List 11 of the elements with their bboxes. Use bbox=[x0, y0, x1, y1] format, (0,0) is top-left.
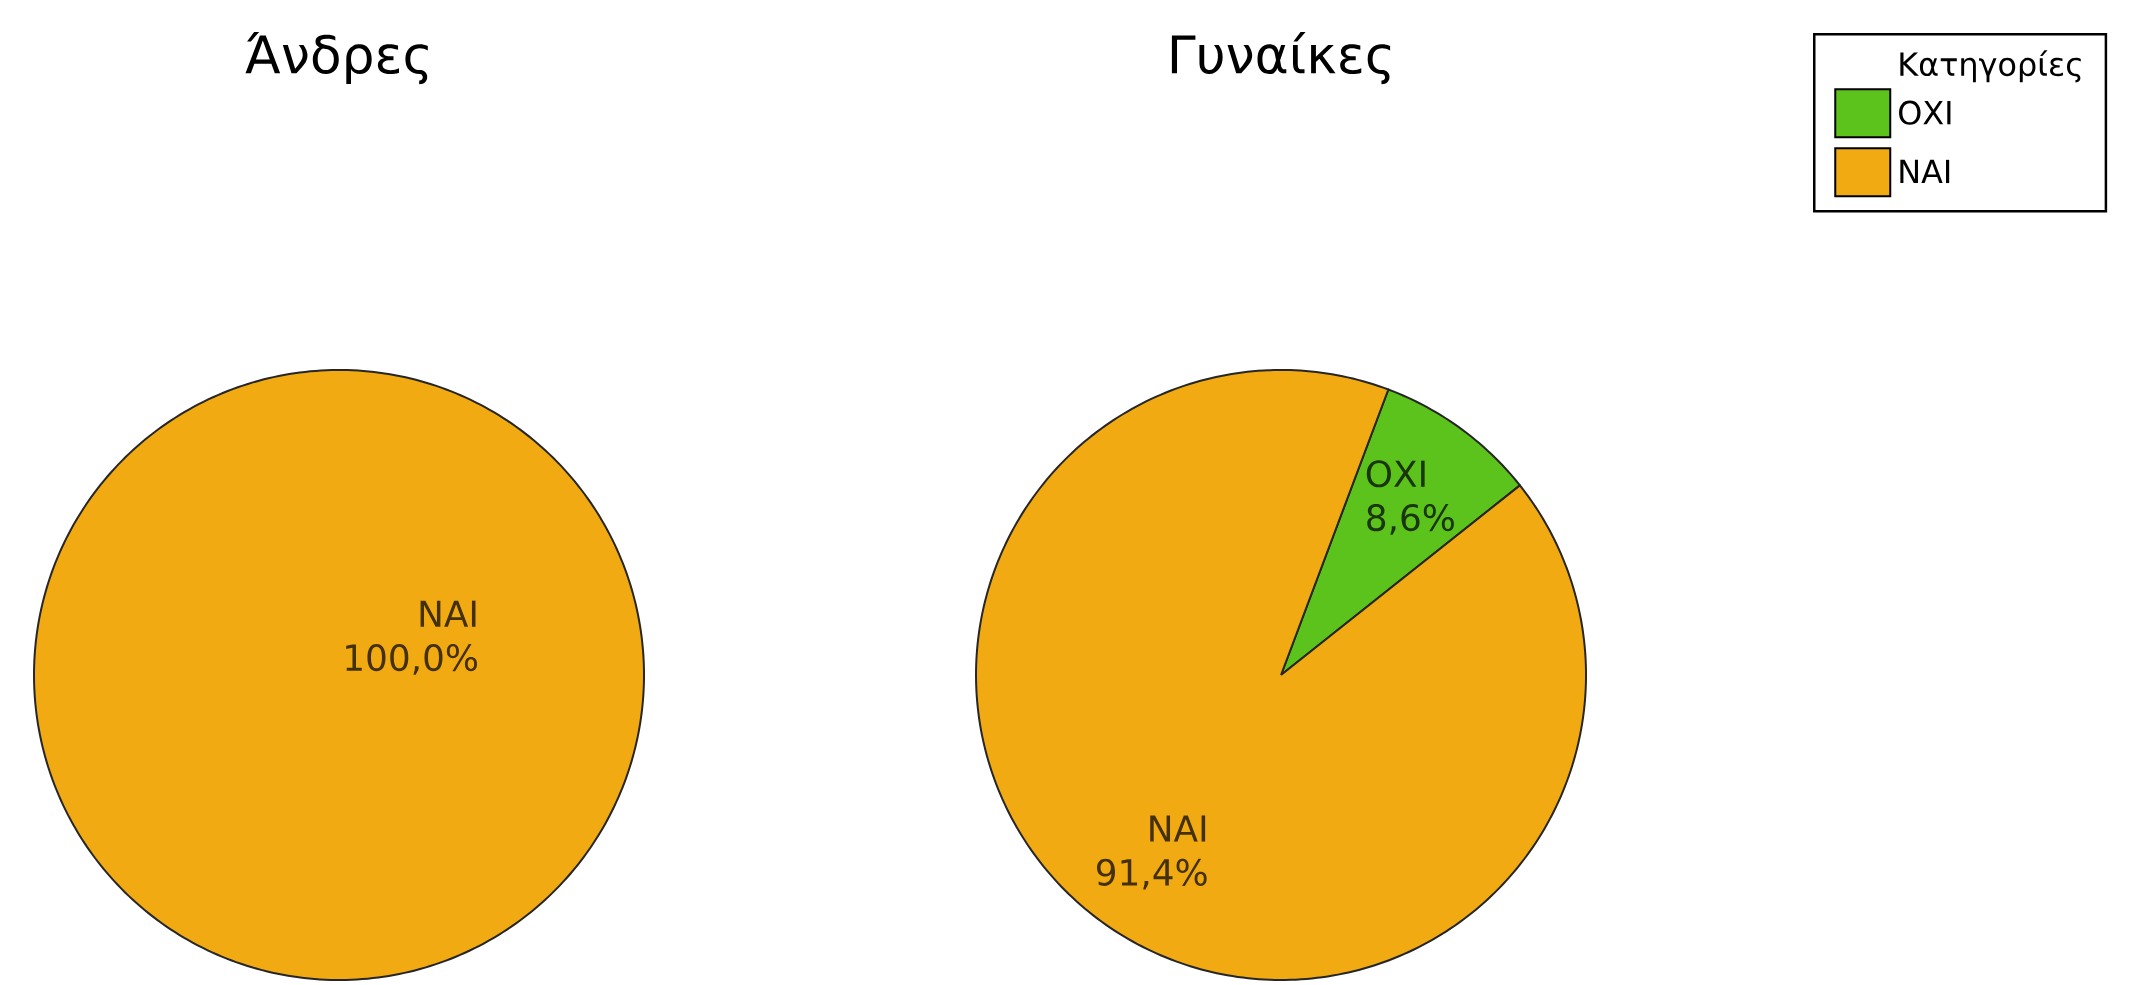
chart-title: Άνδρες bbox=[245, 31, 428, 85]
slice-label: ΟΧΙ bbox=[1366, 460, 1425, 488]
chart-title: Γυναίκες bbox=[1171, 31, 1391, 85]
legend-label: ΝΑΙ bbox=[1900, 159, 1950, 184]
data-label: 91,4% bbox=[1096, 858, 1207, 890]
slice-label: ΝΑΙ bbox=[1150, 815, 1206, 842]
data-label: 100,0% bbox=[346, 644, 477, 675]
legend-label: ΟΧΙ bbox=[1899, 100, 1951, 125]
slice-label: ΝΑΙ bbox=[420, 600, 476, 627]
data-label: 8,6% bbox=[1367, 504, 1454, 535]
legend-title: Κατηγορίες bbox=[1900, 50, 2081, 83]
